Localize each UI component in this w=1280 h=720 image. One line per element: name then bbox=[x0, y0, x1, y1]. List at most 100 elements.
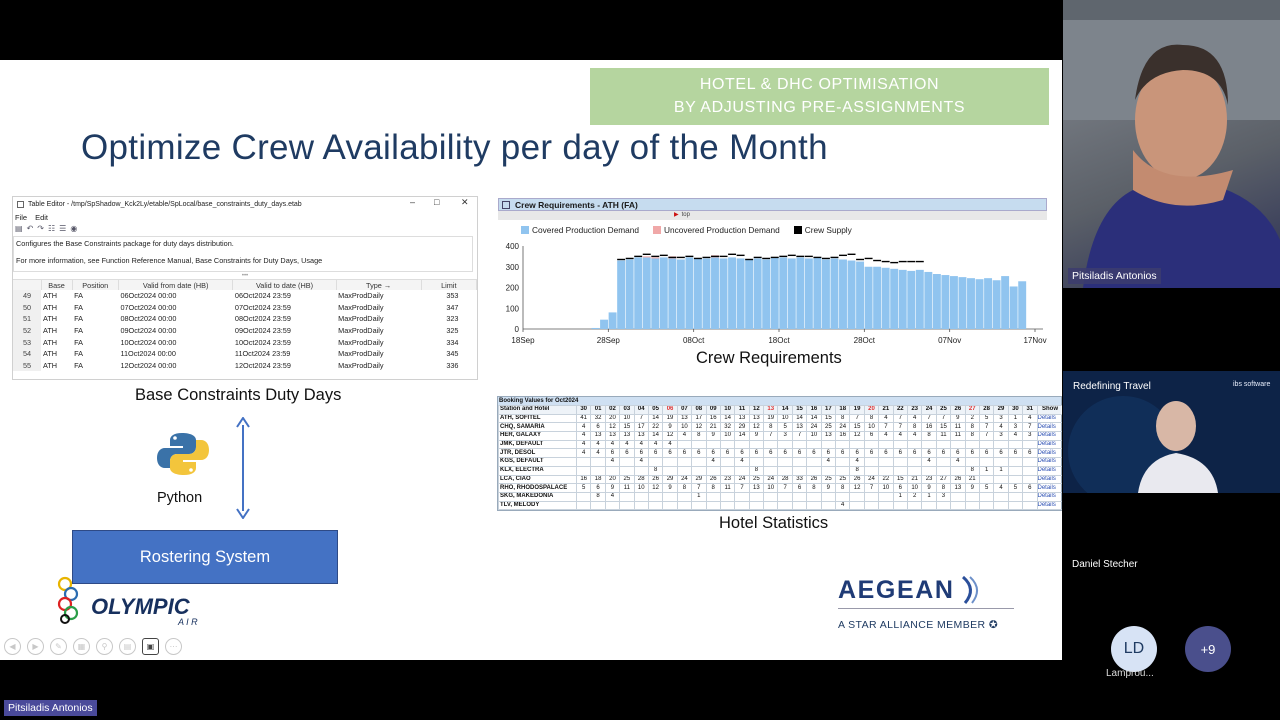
more-participants-button[interactable]: +9 bbox=[1185, 626, 1231, 672]
hotel-count-cell bbox=[590, 457, 606, 467]
table-cell[interactable]: 10Oct2024 00:00 bbox=[120, 337, 177, 347]
table-cell[interactable]: 11Oct2024 23:59 bbox=[234, 349, 291, 359]
table-cell[interactable]: MaxProdDaily bbox=[338, 337, 384, 347]
hotel-count-cell: 8 bbox=[863, 413, 880, 424]
find-icon[interactable]: ◉ bbox=[70, 224, 78, 233]
details-link[interactable]: Details bbox=[1036, 474, 1062, 485]
table-cell[interactable]: FA bbox=[74, 349, 83, 359]
previous-slide-icon[interactable]: ◀ bbox=[4, 638, 21, 655]
table-row[interactable]: 55 ATH FA 12Oct2024 00:00 12Oct2024 23:59 Max… bbox=[13, 359, 477, 372]
table-cell[interactable]: 06Oct2024 23:59 bbox=[234, 291, 291, 301]
details-link[interactable]: Details bbox=[1036, 483, 1062, 493]
table-cell[interactable]: FA bbox=[74, 326, 83, 336]
table-cell[interactable]: 10Oct2024 23:59 bbox=[234, 337, 291, 347]
close-icon[interactable]: ✕ bbox=[461, 197, 469, 207]
table-cell[interactable]: 08Oct2024 23:59 bbox=[234, 314, 291, 324]
next-slide-icon[interactable]: ▶ bbox=[27, 638, 44, 655]
table-cell[interactable]: 09Oct2024 23:59 bbox=[234, 326, 291, 336]
insert-row-icon[interactable]: ☷ bbox=[47, 224, 56, 233]
details-link[interactable]: Details bbox=[1036, 413, 1062, 424]
table-cell[interactable]: FA bbox=[74, 302, 83, 312]
participant-video-presenter[interactable]: Pitsiladis Antonios bbox=[1063, 0, 1280, 288]
undo-icon[interactable]: ↶ bbox=[26, 224, 34, 233]
details-link[interactable]: Details bbox=[1036, 457, 1062, 467]
table-cell[interactable]: 08Oct2024 00:00 bbox=[120, 314, 177, 324]
table-cell[interactable]: ATH bbox=[43, 291, 58, 301]
pen-icon[interactable]: ✎ bbox=[50, 638, 67, 655]
table-cell[interactable]: 12Oct2024 00:00 bbox=[120, 360, 177, 370]
table-cell[interactable]: ATH bbox=[43, 326, 58, 336]
table-cell[interactable]: MaxProdDaily bbox=[338, 360, 384, 370]
details-link[interactable]: Details bbox=[1036, 500, 1062, 511]
table-cell[interactable]: MaxProdDaily bbox=[338, 302, 384, 312]
table-row[interactable]: 54 ATH FA 11Oct2024 00:00 11Oct2024 23:59 Max… bbox=[13, 347, 477, 360]
maximize-icon[interactable]: □ bbox=[434, 197, 440, 207]
hotel-count-cell bbox=[950, 465, 966, 476]
table-cell[interactable]: FA bbox=[74, 314, 83, 324]
minimize-icon[interactable]: – bbox=[410, 197, 416, 207]
table-cell[interactable]: 347 bbox=[446, 302, 459, 312]
menu-edit[interactable]: Edit bbox=[35, 212, 49, 222]
table-cell[interactable]: ATH bbox=[43, 349, 58, 359]
table-cell[interactable]: 07Oct2024 23:59 bbox=[234, 302, 291, 312]
details-link[interactable]: Details bbox=[1036, 448, 1062, 459]
splitter-grip[interactable]: ••• bbox=[13, 272, 477, 280]
table-cell[interactable]: 07Oct2024 00:00 bbox=[120, 302, 177, 312]
column-header[interactable]: Type → bbox=[336, 280, 422, 290]
row-number: 52 bbox=[13, 324, 41, 337]
table-cell[interactable]: ATH bbox=[43, 302, 58, 312]
details-link[interactable]: Details bbox=[1036, 431, 1062, 441]
table-row[interactable]: 52 ATH FA 09Oct2024 00:00 09Oct2024 23:59 Max… bbox=[13, 324, 477, 337]
top-link[interactable]: top bbox=[681, 212, 690, 218]
column-header[interactable]: Position bbox=[72, 280, 119, 290]
menu-file[interactable]: File bbox=[15, 212, 28, 222]
participant-avatar[interactable]: LD bbox=[1111, 626, 1157, 672]
column-header[interactable]: Base bbox=[41, 280, 73, 290]
table-row[interactable]: 51 ATH FA 08Oct2024 00:00 08Oct2024 23:59 Max… bbox=[13, 313, 477, 325]
more-options-icon[interactable]: ⋯ bbox=[165, 638, 182, 655]
details-link[interactable]: Details bbox=[1036, 465, 1062, 476]
table-row[interactable]: 49 ATH FA 06Oct2024 00:00 06Oct2024 23:59 Max… bbox=[13, 290, 477, 302]
video-brand-text: ibs software bbox=[1233, 381, 1271, 388]
details-link[interactable]: Details bbox=[1036, 422, 1062, 433]
table-cell[interactable]: FA bbox=[74, 360, 83, 370]
table-cell[interactable]: ATH bbox=[43, 337, 58, 347]
table-cell[interactable]: MaxProdDaily bbox=[338, 349, 384, 359]
details-link[interactable]: Details bbox=[1036, 439, 1062, 450]
table-cell[interactable]: MaxProdDaily bbox=[338, 326, 384, 336]
hotel-count-cell bbox=[892, 439, 908, 450]
column-header[interactable]: Valid from date (HB) bbox=[118, 280, 234, 290]
save-icon[interactable]: ▤ bbox=[15, 224, 23, 233]
table-cell[interactable]: ATH bbox=[43, 360, 58, 370]
participant-video-second[interactable]: Redefining Travel ibs software bbox=[1063, 371, 1280, 493]
table-cell[interactable]: 09Oct2024 00:00 bbox=[120, 326, 177, 336]
table-cell[interactable]: 11Oct2024 00:00 bbox=[120, 349, 176, 359]
table-cell[interactable]: 325 bbox=[446, 326, 459, 336]
table-row[interactable]: 50 ATH FA 07Oct2024 00:00 07Oct2024 23:59 Max… bbox=[13, 301, 477, 314]
table-row[interactable]: 53 ATH FA 10Oct2024 00:00 10Oct2024 23:59 Max… bbox=[13, 336, 477, 348]
table-cell[interactable]: MaxProdDaily bbox=[338, 291, 384, 301]
table-cell[interactable]: 334 bbox=[446, 337, 459, 347]
table-cell[interactable]: 353 bbox=[446, 291, 459, 301]
table-cell[interactable]: 336 bbox=[446, 360, 459, 370]
subtitles-icon[interactable]: ▤ bbox=[119, 638, 136, 655]
delete-row-icon[interactable]: ☰ bbox=[59, 224, 67, 233]
table-cell[interactable]: FA bbox=[74, 291, 83, 301]
table-cell[interactable]: 345 bbox=[446, 349, 459, 359]
table-cell[interactable]: ATH bbox=[43, 314, 58, 324]
table-cell[interactable]: MaxProdDaily bbox=[338, 314, 384, 324]
hotel-count-cell: 16 bbox=[921, 422, 937, 433]
redo-icon[interactable]: ↷ bbox=[37, 224, 44, 233]
column-header[interactable]: Limit bbox=[421, 280, 477, 290]
hotel-count-cell: 13 bbox=[734, 413, 750, 424]
details-link[interactable]: Details bbox=[1036, 491, 1062, 502]
table-cell[interactable]: FA bbox=[74, 337, 83, 347]
zoom-icon[interactable]: ⚲ bbox=[96, 638, 113, 655]
table-cell[interactable]: 06Oct2024 00:00 bbox=[120, 291, 177, 301]
table-cell[interactable]: 12Oct2024 23:59 bbox=[234, 360, 291, 370]
column-header[interactable]: Valid to date (HB) bbox=[232, 280, 337, 290]
table-cell[interactable]: 323 bbox=[446, 314, 459, 324]
more-count: +9 bbox=[1200, 641, 1216, 657]
camera-icon[interactable]: ▣ bbox=[142, 638, 159, 655]
slides-grid-icon[interactable]: ▦ bbox=[73, 638, 90, 655]
